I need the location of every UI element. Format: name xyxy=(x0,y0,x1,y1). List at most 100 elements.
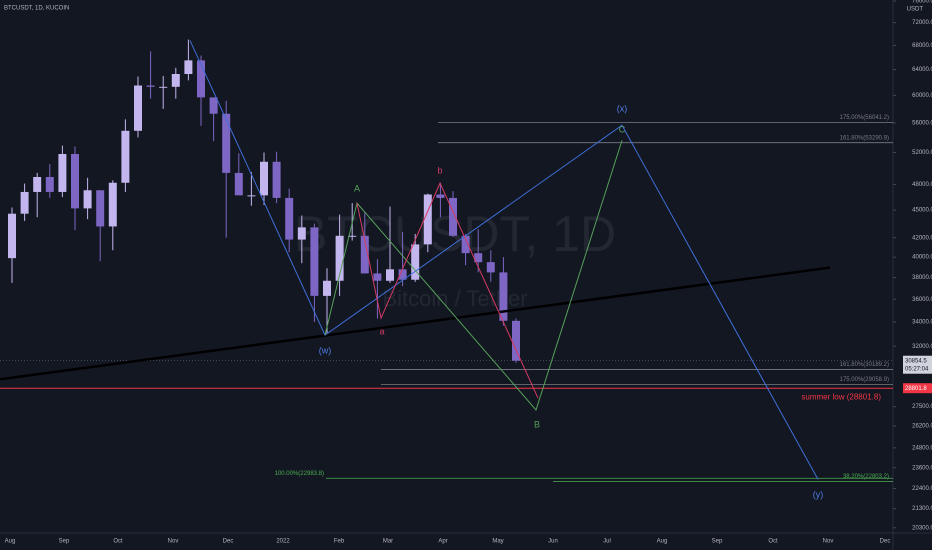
candle-body xyxy=(8,213,16,259)
y-tick-label: 40000.0 xyxy=(912,255,932,261)
x-tick-label: Dec xyxy=(880,539,891,545)
y-tick-label: 56000.0 xyxy=(912,120,932,126)
wave-label: b xyxy=(437,165,442,175)
wave-label: A xyxy=(354,183,360,193)
candle-body xyxy=(411,244,420,280)
x-tick-label: Feb xyxy=(334,539,345,545)
candle-body xyxy=(386,269,394,281)
candle-body xyxy=(373,273,382,281)
wave-path xyxy=(324,140,623,412)
candle-body xyxy=(360,235,369,274)
candle-body xyxy=(121,130,130,183)
wave-label: a xyxy=(379,326,384,336)
fib-label: 161.80%(30189.2) xyxy=(840,362,889,368)
x-tick-label: Sep xyxy=(59,539,70,545)
wave-label: (y) xyxy=(813,489,824,499)
candle-body xyxy=(272,161,281,198)
y-tick-label: 48000.0 xyxy=(912,182,932,188)
candle-body xyxy=(398,269,407,280)
candle-body xyxy=(134,85,142,131)
candle-body xyxy=(96,190,105,227)
y-tick-label: 20300.0 xyxy=(912,525,932,531)
candle-body xyxy=(171,74,180,87)
candle-body xyxy=(512,320,520,361)
y-tick-label: 60000.0 xyxy=(912,93,932,99)
x-tick-label: Jul xyxy=(603,539,611,545)
summer-low-price: 28801.8 xyxy=(905,386,927,392)
y-tick-label: 34000.0 xyxy=(912,320,932,326)
candle-body xyxy=(474,253,483,263)
y-tick-label: 24800.0 xyxy=(912,445,932,451)
candle-body xyxy=(71,154,79,209)
x-tick-label: Aug xyxy=(5,539,16,545)
y-tick-label: 21300.0 xyxy=(912,506,932,512)
countdown: 05:27:04 xyxy=(905,366,929,372)
candle-body xyxy=(58,154,67,192)
x-tick-label: 2022 xyxy=(276,539,290,545)
candle-body xyxy=(222,113,231,173)
fib-label: 175.00%(29058.9) xyxy=(840,377,889,383)
candle-body xyxy=(297,227,306,240)
y-tick-label: 52000.0 xyxy=(912,150,932,156)
x-tick-label: Oct xyxy=(768,539,778,545)
symbol-title: BTCUSDT, 1D, KUCOIN xyxy=(4,6,69,12)
x-tick-label: May xyxy=(492,539,503,545)
x-tick-label: Apr xyxy=(438,539,447,545)
fib-label: 175.00%(56041.2) xyxy=(840,115,889,121)
candle-body xyxy=(159,86,168,88)
candle-body xyxy=(348,235,357,237)
candle-body xyxy=(461,235,470,254)
x-tick-label: Oct xyxy=(113,539,123,545)
wave-label: C xyxy=(619,124,626,134)
last-price-box xyxy=(903,355,932,374)
candle-body xyxy=(486,262,495,273)
candle-body xyxy=(209,97,218,114)
x-tick-label: Mar xyxy=(383,539,393,545)
y-tick-label: 32000.0 xyxy=(912,344,932,350)
candle-body xyxy=(260,161,268,196)
y-tick-label: 36000.0 xyxy=(912,297,932,303)
candle-body xyxy=(436,194,445,198)
wave-label: (x) xyxy=(617,103,628,113)
candle-body xyxy=(310,227,319,296)
summer-low-box xyxy=(903,383,932,394)
x-tick-label: Sep xyxy=(712,539,723,545)
y-tick-label: 76000.0 xyxy=(912,0,932,5)
candle-body xyxy=(423,194,432,245)
y-tick-label: 27500.0 xyxy=(912,404,932,410)
trendline xyxy=(0,266,831,381)
candle-body xyxy=(20,191,29,214)
wave-label: (w) xyxy=(319,345,332,355)
candle-body xyxy=(335,235,344,281)
x-tick-label: Jun xyxy=(548,539,558,545)
y-tick-label: 26200.0 xyxy=(912,424,932,430)
y-tick-label: 64000.0 xyxy=(912,67,932,73)
last-price: 30854.5 xyxy=(905,358,927,364)
y-tick-label: 42000.0 xyxy=(912,235,932,241)
candle-body xyxy=(108,182,117,227)
fib-label: 161.80%(53290.9) xyxy=(840,135,889,141)
candle-body xyxy=(197,60,205,98)
candle-body xyxy=(449,197,457,236)
candle-body xyxy=(83,190,92,209)
y-tick-label: 22400.0 xyxy=(912,486,932,492)
wave-path xyxy=(189,40,819,480)
candle-body xyxy=(323,280,331,296)
wave-path xyxy=(356,181,539,399)
currency: USDT xyxy=(907,7,924,13)
y-tick-label: 23600.0 xyxy=(912,465,932,471)
candle-body xyxy=(247,195,256,197)
y-tick-label: 38000.0 xyxy=(912,275,932,281)
candle-body xyxy=(499,272,508,321)
summer-low-label: summer low (28801.8) xyxy=(801,392,881,401)
x-tick-label: Dec xyxy=(223,539,234,545)
candle-body xyxy=(45,176,54,192)
wave-label: B xyxy=(534,419,540,429)
y-tick-label: 68000.0 xyxy=(912,43,932,49)
x-tick-label: Nov xyxy=(823,539,834,545)
y-tick-label: 45000.0 xyxy=(912,208,932,214)
candle-body xyxy=(184,60,193,75)
fib-label: 38.20%(22803.2) xyxy=(843,474,889,480)
